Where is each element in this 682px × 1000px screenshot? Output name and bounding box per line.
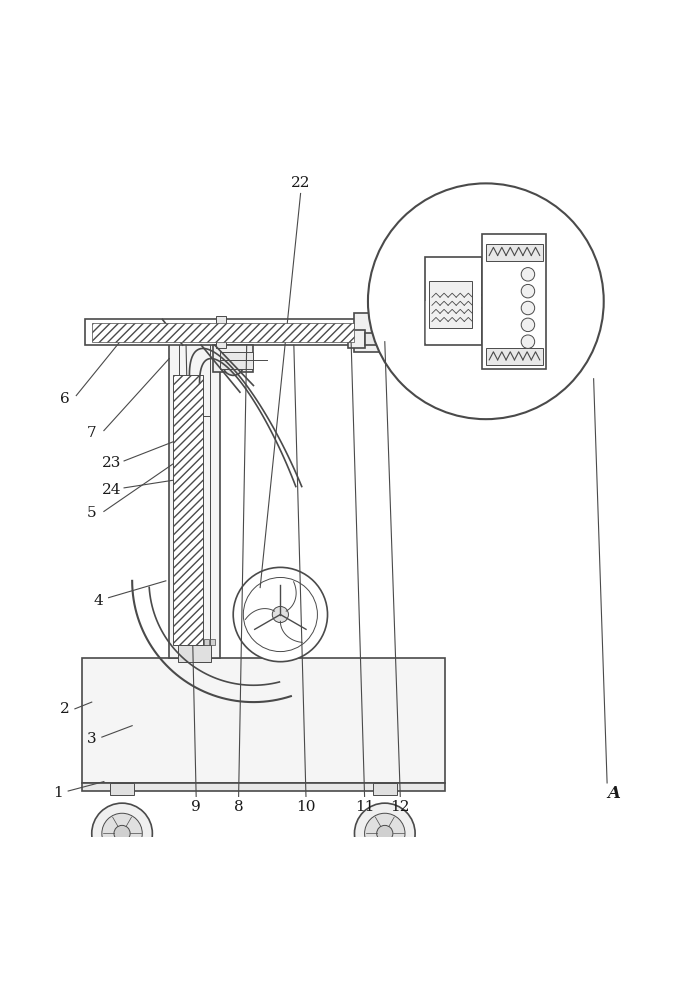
Bar [220,352,254,369]
Bar [489,284,501,318]
Text: 1: 1 [53,786,63,800]
Bar [198,639,203,645]
Bar [169,335,220,658]
Bar [348,330,365,348]
Text: 23: 23 [102,456,121,470]
Bar [210,639,215,645]
Circle shape [114,825,130,842]
Text: 9: 9 [191,800,201,814]
Circle shape [368,183,604,419]
Bar [192,639,196,645]
Circle shape [92,803,152,864]
Bar [428,281,473,328]
Text: 2: 2 [60,702,70,716]
Bar [355,313,435,352]
Bar [186,639,190,645]
Bar [177,645,211,662]
Circle shape [233,567,327,662]
Bar [372,783,397,795]
Bar [82,783,445,791]
Text: 8: 8 [234,800,243,814]
Bar [213,345,254,372]
Bar [216,316,226,348]
Text: 22: 22 [291,176,310,190]
Bar [85,319,361,345]
Bar [482,234,546,369]
Circle shape [223,355,243,375]
Bar [486,244,543,261]
Text: 11: 11 [355,800,374,814]
Text: 5: 5 [87,506,97,520]
Circle shape [521,268,535,281]
Text: A: A [608,785,620,802]
Circle shape [376,825,393,842]
Bar [110,783,134,795]
Text: 10: 10 [296,800,316,814]
Bar [179,639,184,645]
Circle shape [521,335,535,348]
Bar [388,326,425,362]
Circle shape [521,284,535,298]
Text: 4: 4 [93,594,104,608]
Circle shape [365,813,405,854]
Bar [200,416,209,645]
Circle shape [521,301,535,315]
Text: 24: 24 [102,483,121,497]
Circle shape [272,606,288,623]
Bar [204,639,209,645]
Text: 12: 12 [391,800,410,814]
Bar [92,323,355,342]
Bar [425,257,482,345]
Circle shape [521,318,535,332]
Bar [82,658,445,783]
Text: 3: 3 [87,732,97,746]
Bar [486,348,543,365]
Circle shape [243,577,317,652]
Text: 6: 6 [60,392,70,406]
Circle shape [355,803,415,864]
Text: 7: 7 [87,426,97,440]
Bar [173,375,203,645]
Circle shape [102,813,143,854]
Bar [365,333,385,345]
